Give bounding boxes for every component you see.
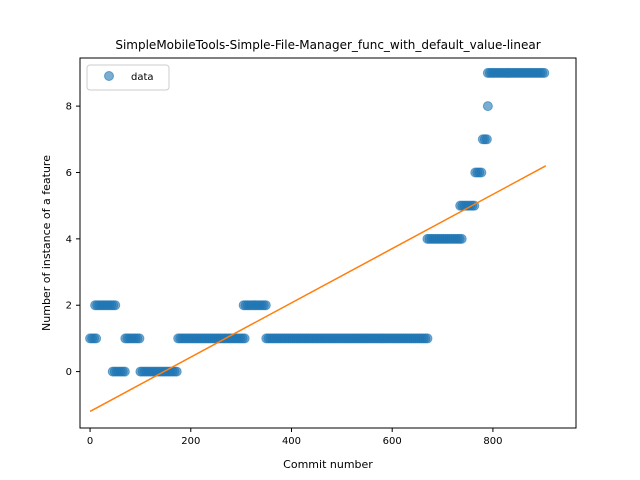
y-tick-label: 0 (66, 367, 72, 378)
x-tick-label: 200 (181, 436, 200, 447)
data-point-run (238, 300, 271, 311)
y-tick-label: 4 (66, 234, 72, 245)
data-point (260, 300, 271, 311)
y-tick-label: 2 (66, 301, 72, 312)
legend-label-data: data (131, 72, 154, 83)
data-point (110, 300, 121, 311)
x-tick-label: 0 (87, 436, 93, 447)
y-axis-label: Number of instance of a feature (40, 155, 53, 331)
x-axis: 0 200 400 600 800 (87, 428, 502, 447)
x-tick-label: 400 (282, 436, 301, 447)
legend-marker-data (104, 71, 114, 81)
fit-line-layer (89, 165, 547, 413)
data-point (539, 67, 550, 78)
data-point-run (107, 366, 130, 377)
data-point (456, 233, 467, 244)
chart-title: SimpleMobileTools-Simple-File-Manager_fu… (115, 38, 540, 52)
y-tick-label: 8 (66, 102, 72, 113)
data-point (119, 366, 130, 377)
data-point-run (482, 101, 493, 112)
data-point-run (90, 300, 121, 311)
fit-line (89, 165, 547, 413)
legend: data (86, 64, 170, 91)
data-point (134, 333, 145, 344)
data-point-run (482, 67, 550, 78)
x-tick-label: 600 (383, 436, 402, 447)
legend-box (86, 64, 170, 91)
y-tick-label: 6 (66, 168, 72, 179)
axes-frame (79, 57, 577, 429)
data-points (85, 67, 550, 377)
y-axis: 0 2 4 6 8 (66, 102, 80, 378)
x-axis-label: Commit number (283, 458, 373, 471)
data-point-run (455, 200, 480, 211)
data-point (91, 333, 102, 344)
data-point-run (422, 233, 467, 244)
data-point-run (477, 134, 492, 145)
data-point (422, 333, 433, 344)
data-point (239, 333, 250, 344)
data-point (171, 366, 182, 377)
data-point-run (85, 333, 102, 344)
data-point-run (470, 167, 487, 178)
data-point (476, 167, 487, 178)
data-point (482, 101, 493, 112)
data-point-run (120, 333, 145, 344)
data-point-run (261, 333, 433, 344)
data-point-run (173, 333, 250, 344)
x-tick-label: 800 (483, 436, 502, 447)
data-point (481, 134, 492, 145)
